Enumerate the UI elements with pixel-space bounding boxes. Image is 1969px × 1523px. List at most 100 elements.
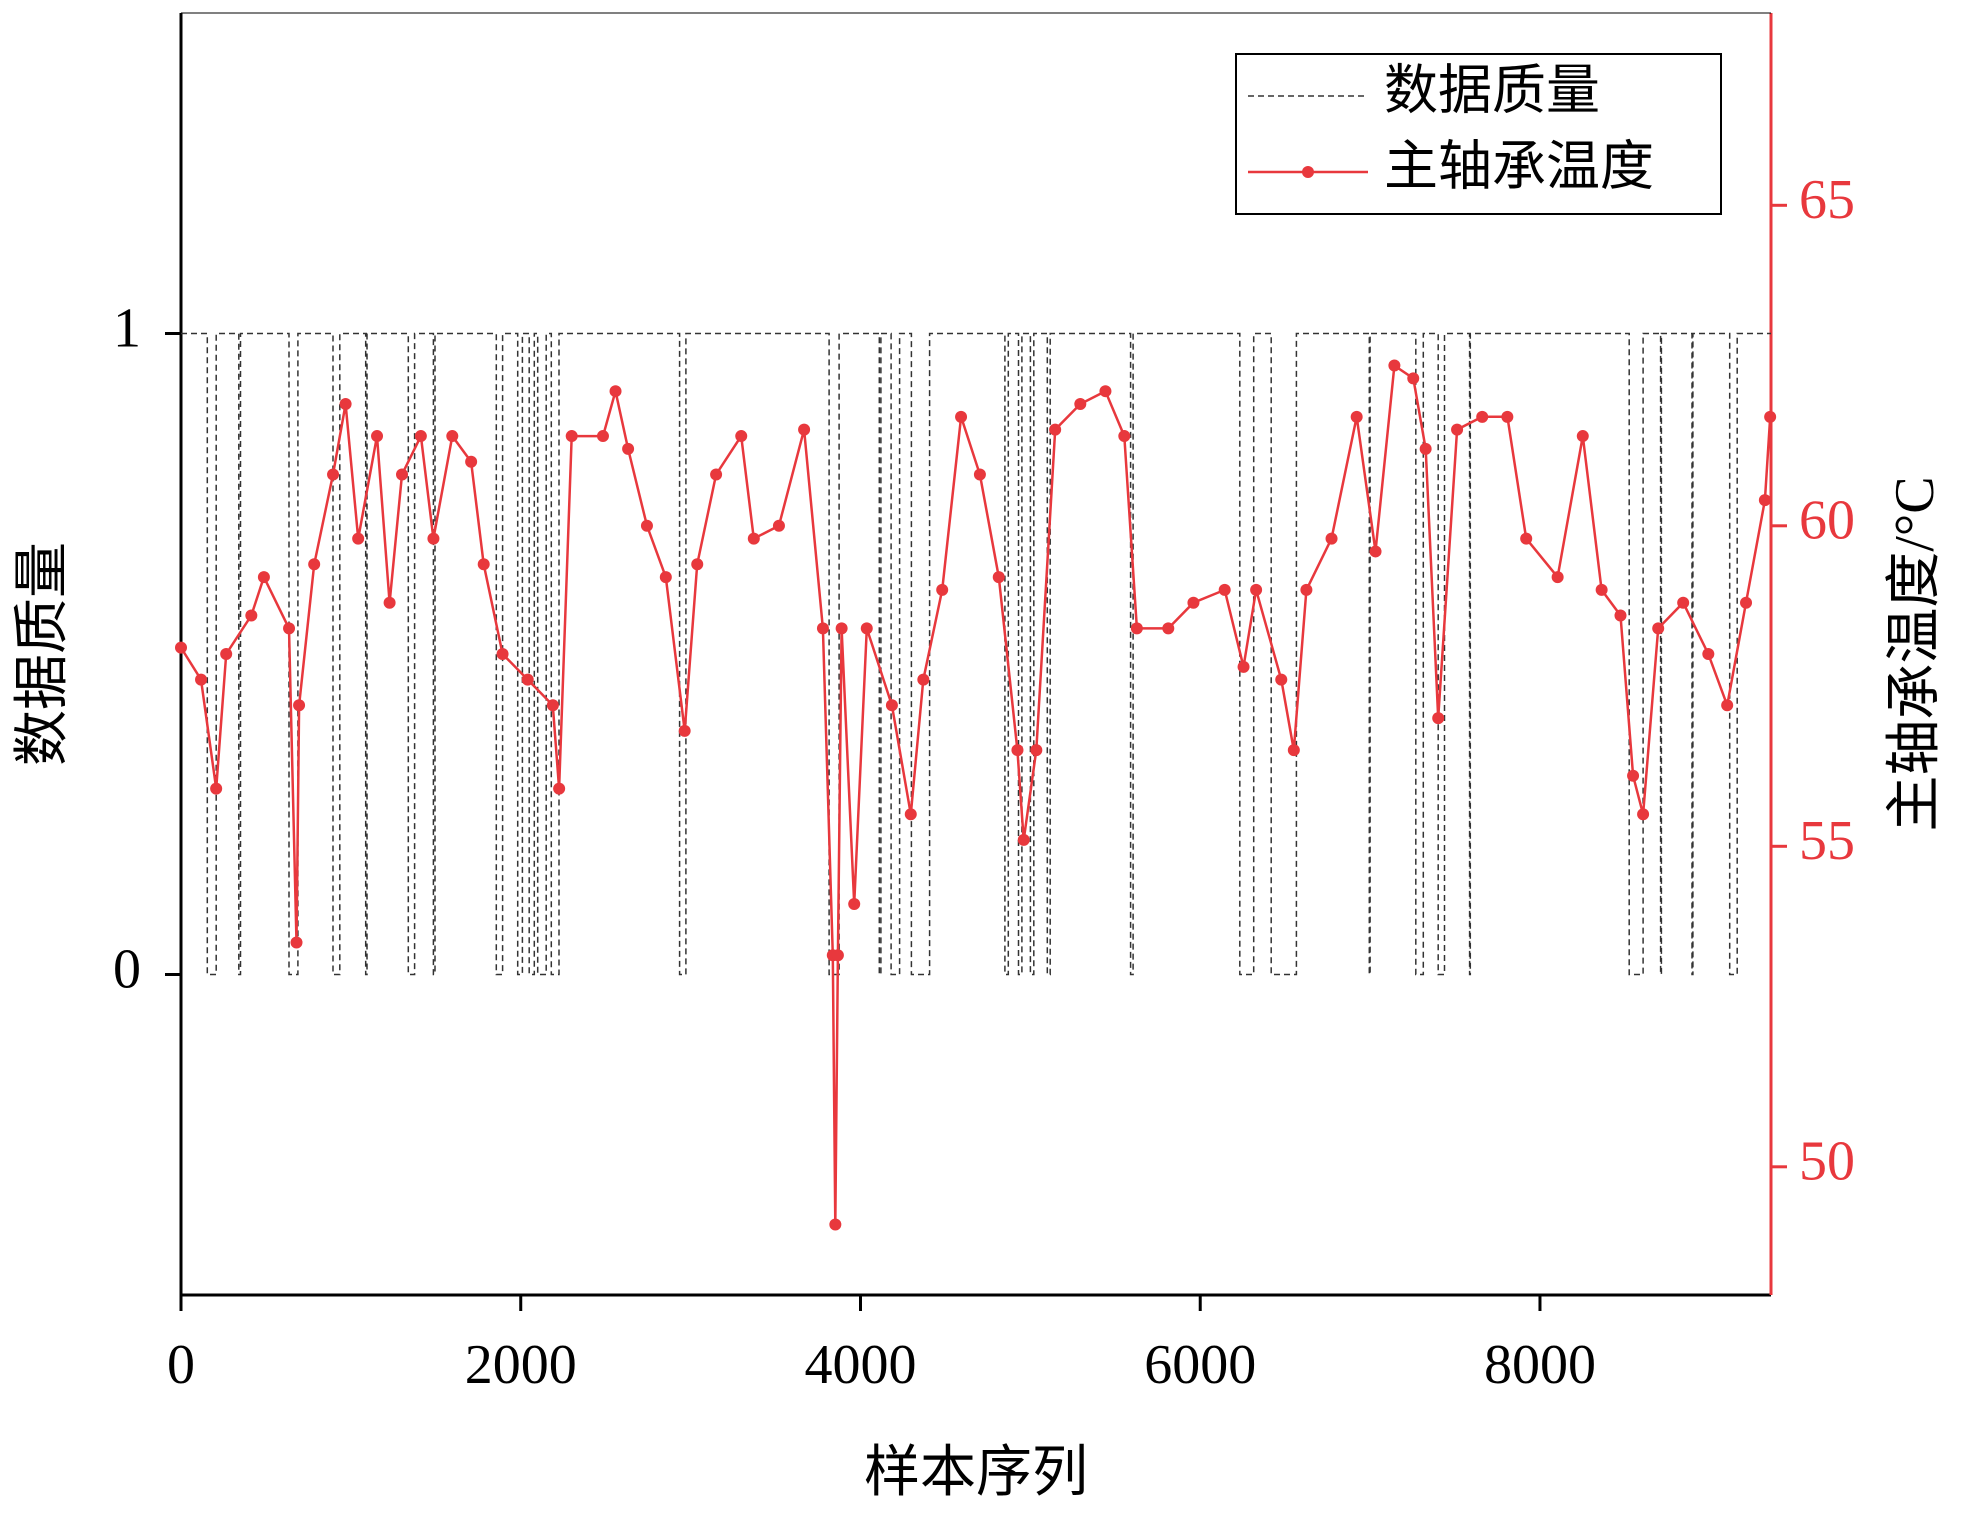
data-point: [521, 673, 534, 686]
data-point: [446, 430, 459, 443]
data-point: [1476, 410, 1489, 423]
data-point: [565, 430, 578, 443]
data-point: [414, 430, 427, 443]
data-point: [885, 699, 898, 712]
data-point: [1614, 609, 1627, 622]
data-point: [1627, 769, 1640, 782]
data-point: [860, 622, 873, 635]
data-point: [1074, 398, 1087, 411]
data-point: [1520, 532, 1533, 545]
data-point: [383, 596, 396, 609]
data-point: [1287, 744, 1300, 757]
y-axis-label: 数据质量: [12, 542, 74, 766]
data-point: [1702, 648, 1715, 660]
data-point: [831, 949, 844, 962]
data-point: [293, 699, 306, 712]
data-point: [283, 622, 296, 635]
data-point: [691, 558, 704, 571]
data-point: [1118, 430, 1131, 443]
data-point: [973, 468, 986, 481]
data-point: [1187, 596, 1200, 609]
data-point: [1407, 372, 1420, 385]
y2-tick-label: 65: [1799, 169, 1855, 231]
data-point: [1049, 423, 1062, 436]
data-point: [747, 532, 760, 545]
data-point: [829, 1218, 842, 1231]
data-point: [546, 699, 559, 712]
data-point: [710, 468, 723, 481]
data-point: [848, 897, 861, 910]
data-point: [175, 641, 187, 654]
data-point: [835, 622, 848, 635]
data-point: [1237, 660, 1250, 673]
data-point: [1388, 359, 1401, 372]
data-point: [465, 455, 478, 468]
data-point: [220, 648, 233, 660]
data-point: [735, 430, 748, 443]
data-point: [427, 532, 440, 545]
data-point: [917, 673, 930, 686]
data-point: [1576, 430, 1589, 443]
data-point: [1017, 833, 1030, 846]
data-point: [1011, 744, 1024, 757]
data-point: [290, 936, 303, 949]
data-point: [596, 430, 609, 443]
data-point: [1300, 583, 1313, 596]
data-point: [496, 648, 509, 660]
data-point: [210, 782, 223, 795]
data-point: [1677, 596, 1690, 609]
legend-label: 数据质量: [1384, 60, 1600, 120]
data-point: [1419, 442, 1432, 455]
data-point: [1218, 583, 1231, 596]
y2-tick-label: 55: [1799, 810, 1855, 872]
data-point: [609, 385, 622, 398]
data-point: [816, 622, 829, 635]
data-point: [1595, 583, 1608, 596]
data-point: [1250, 583, 1263, 596]
legend-marker: [1302, 166, 1314, 178]
x-tick-label: 8000: [1484, 1334, 1596, 1396]
x-axis-label: 样本序列: [864, 1442, 1088, 1504]
data-point: [477, 558, 490, 571]
x-tick-label: 4000: [804, 1334, 916, 1396]
data-line: [181, 332, 1771, 976]
data-point: [245, 609, 258, 622]
data-line: [179, 363, 1772, 1225]
data-point: [936, 583, 949, 596]
x-tick-label: 2000: [465, 1334, 577, 1396]
data-point: [308, 558, 321, 571]
y2-tick-label: 50: [1799, 1131, 1855, 1193]
data-point: [371, 430, 384, 443]
data-point: [1275, 673, 1288, 686]
data-point: [1758, 494, 1771, 507]
data-point: [352, 532, 365, 545]
data-point: [553, 782, 566, 795]
data-point: [1721, 699, 1734, 712]
data-point: [1130, 622, 1143, 635]
data-point: [1432, 712, 1445, 725]
data-point: [1350, 410, 1363, 423]
data-point: [396, 468, 409, 481]
data-point: [1030, 744, 1043, 757]
x-tick-label: 0: [167, 1334, 195, 1396]
data-point: [1652, 622, 1665, 635]
data-point: [678, 724, 691, 737]
data-point: [992, 571, 1005, 584]
data-point: [1551, 571, 1564, 584]
data-point: [339, 398, 352, 411]
data-point: [622, 442, 635, 455]
data-point: [1637, 808, 1650, 821]
data-point: [1369, 545, 1382, 558]
data-point: [659, 571, 672, 584]
data-point: [257, 571, 270, 584]
data-point: [955, 410, 968, 423]
x-tick-label: 6000: [1144, 1334, 1256, 1396]
legend-label: 主轴承温度: [1384, 136, 1654, 196]
legend-box: [1235, 53, 1722, 215]
data-point: [640, 519, 653, 532]
data-point: [1501, 410, 1514, 423]
data-point: [1325, 532, 1338, 545]
data-point: [1099, 385, 1112, 398]
data-point: [904, 808, 917, 821]
data-point: [798, 423, 811, 436]
